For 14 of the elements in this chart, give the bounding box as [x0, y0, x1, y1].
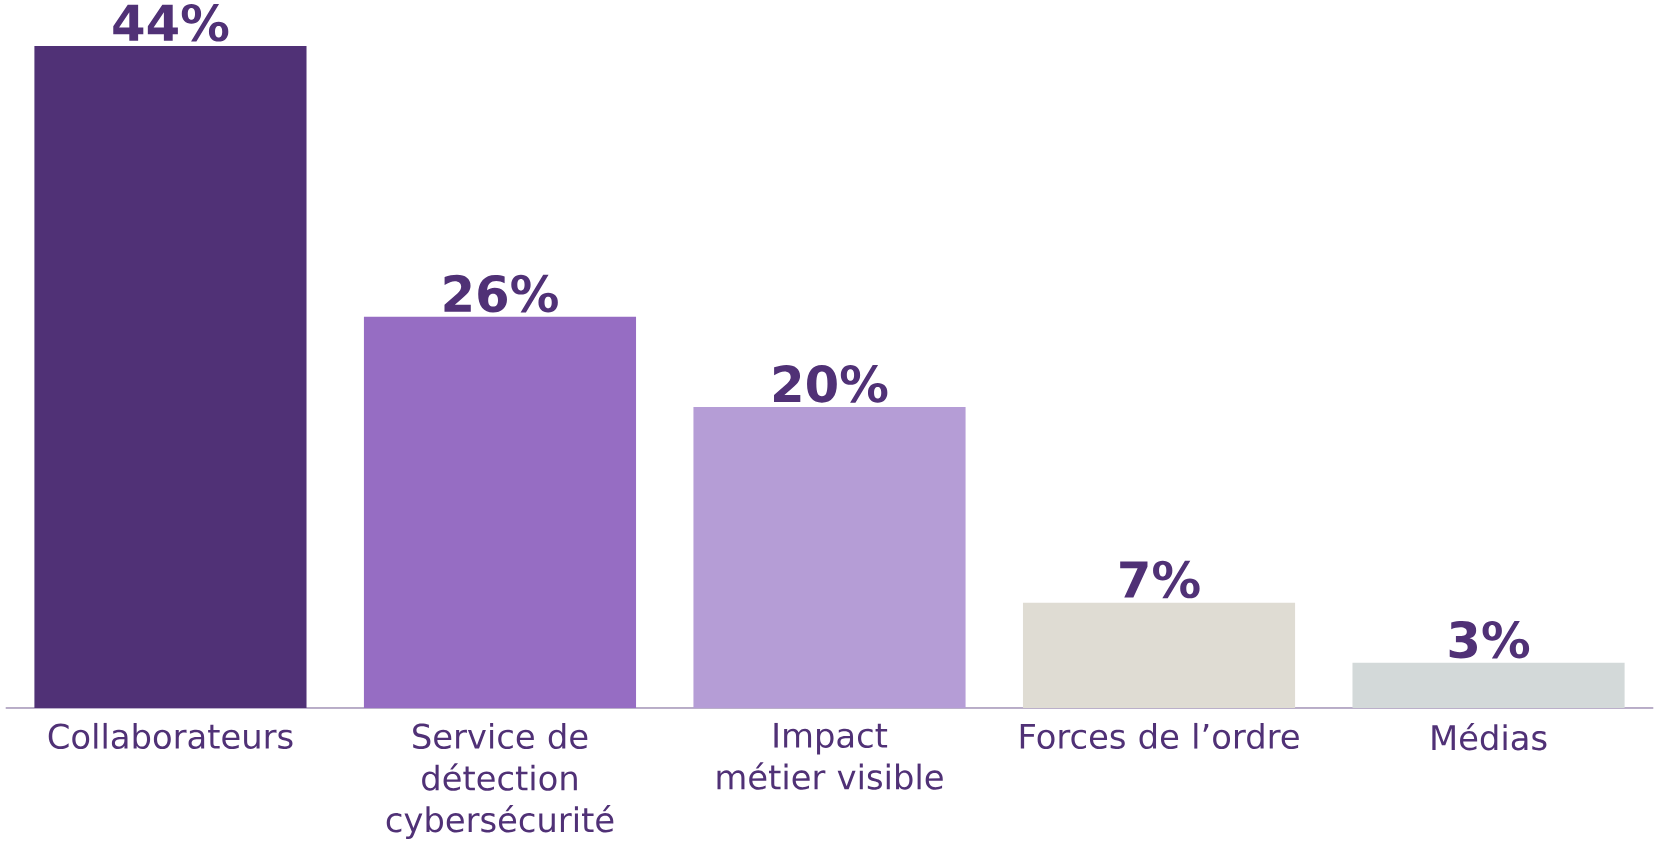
x-tick-label: Médias: [1432, 723, 1547, 751]
x-tick-label: Impact métier visible: [717, 723, 943, 790]
data-label: 20%: [774, 365, 888, 403]
x-tick-label: Service de détection cybersécurité: [386, 723, 614, 840]
data-label: 3%: [1449, 621, 1530, 659]
bar: [1022, 602, 1296, 709]
bar: [693, 407, 966, 709]
data-label: 7%: [1120, 560, 1200, 599]
data-label: 26%: [444, 275, 558, 313]
bar: [1352, 663, 1625, 709]
data-label: 44%: [113, 4, 229, 42]
x-tick-label: Forces de l’ordre: [1020, 723, 1299, 750]
x-tick-label: Collaborateurs: [48, 723, 293, 750]
bar: [363, 316, 637, 709]
